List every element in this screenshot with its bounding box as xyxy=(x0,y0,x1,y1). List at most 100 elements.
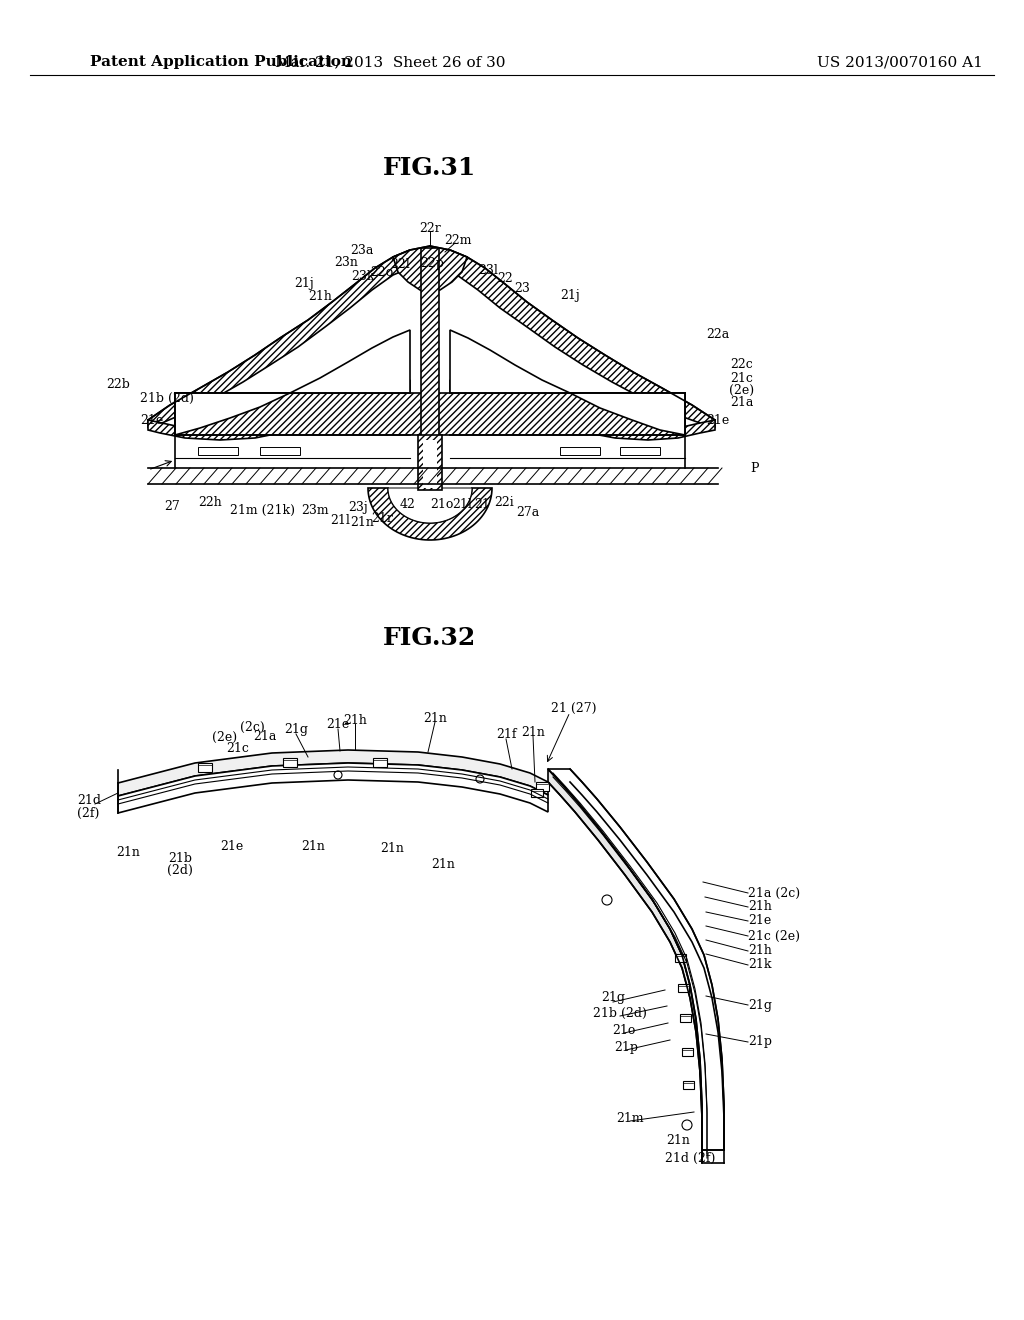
Text: (2f): (2f) xyxy=(77,807,99,820)
Text: 21n: 21n xyxy=(423,711,446,725)
Bar xyxy=(675,954,686,962)
Bar xyxy=(418,436,442,490)
Text: 21a: 21a xyxy=(730,396,754,409)
Text: 23l: 23l xyxy=(478,264,498,276)
Text: US 2013/0070160 A1: US 2013/0070160 A1 xyxy=(817,55,983,69)
Text: 21b (2d): 21b (2d) xyxy=(593,1006,647,1019)
Bar xyxy=(531,789,543,797)
Polygon shape xyxy=(450,330,685,436)
Text: 21h: 21h xyxy=(748,945,772,957)
Polygon shape xyxy=(548,770,702,1163)
Text: 21d: 21d xyxy=(77,793,101,807)
Polygon shape xyxy=(148,249,410,428)
Bar xyxy=(175,393,685,436)
Polygon shape xyxy=(450,380,715,440)
Text: 21e: 21e xyxy=(140,413,163,426)
Text: Mar. 21, 2013  Sheet 26 of 30: Mar. 21, 2013 Sheet 26 of 30 xyxy=(274,55,505,69)
Text: 21p: 21p xyxy=(748,1035,772,1048)
Text: 21: 21 xyxy=(474,499,489,511)
Polygon shape xyxy=(118,750,548,796)
Circle shape xyxy=(682,1119,692,1130)
Text: 22l: 22l xyxy=(390,259,410,272)
Text: 21 (27): 21 (27) xyxy=(551,701,597,714)
Text: 21b (2d): 21b (2d) xyxy=(140,392,194,404)
Text: FIG.32: FIG.32 xyxy=(383,626,476,649)
Text: 21h: 21h xyxy=(748,900,772,913)
Text: (2e): (2e) xyxy=(212,730,238,743)
Text: 21p: 21p xyxy=(614,1040,638,1053)
Bar xyxy=(678,983,689,993)
Text: 21n: 21n xyxy=(350,516,374,528)
Polygon shape xyxy=(388,488,472,523)
Text: (2c): (2c) xyxy=(240,721,264,734)
Text: 22a: 22a xyxy=(707,329,730,342)
Text: 22c: 22c xyxy=(731,359,754,371)
Text: 21n: 21n xyxy=(666,1134,690,1147)
Text: 21j: 21j xyxy=(560,289,580,302)
Text: 21f: 21f xyxy=(496,729,516,742)
Text: 21j: 21j xyxy=(294,276,314,289)
Text: 21n: 21n xyxy=(301,840,325,853)
Bar xyxy=(373,758,387,767)
Text: 21d (2f): 21d (2f) xyxy=(665,1151,715,1164)
Text: Patent Application Publication: Patent Application Publication xyxy=(90,55,352,69)
Text: 23n: 23n xyxy=(334,256,358,269)
Bar xyxy=(198,763,212,772)
Text: 22b: 22b xyxy=(106,379,130,392)
Text: 27a: 27a xyxy=(516,507,540,520)
Text: 22: 22 xyxy=(497,272,513,285)
Polygon shape xyxy=(175,330,410,436)
Circle shape xyxy=(334,771,342,779)
Polygon shape xyxy=(440,249,715,428)
Text: (2e): (2e) xyxy=(729,384,755,396)
Bar xyxy=(536,781,549,791)
Text: 21c: 21c xyxy=(226,742,250,755)
Text: 21k: 21k xyxy=(748,958,771,972)
Text: 21o: 21o xyxy=(612,1023,636,1036)
Text: 21n: 21n xyxy=(431,858,455,870)
Text: 22r: 22r xyxy=(419,222,441,235)
Text: 21l: 21l xyxy=(330,513,350,527)
Polygon shape xyxy=(368,488,492,540)
Text: P: P xyxy=(751,462,759,474)
Text: 21m: 21m xyxy=(616,1111,644,1125)
Text: (2d): (2d) xyxy=(167,863,193,876)
Text: 23j: 23j xyxy=(348,502,368,515)
Text: 21c: 21c xyxy=(730,371,754,384)
Text: 21a: 21a xyxy=(253,730,276,743)
Text: 21n: 21n xyxy=(380,842,403,854)
Bar xyxy=(260,447,300,455)
Text: 21g: 21g xyxy=(601,991,625,1005)
Polygon shape xyxy=(148,380,410,440)
Text: 21n: 21n xyxy=(521,726,545,738)
Text: 23m: 23m xyxy=(301,503,329,516)
Text: 22i: 22i xyxy=(495,496,514,510)
Text: 21h: 21h xyxy=(343,714,367,726)
Text: 21e: 21e xyxy=(220,841,244,854)
Text: 27: 27 xyxy=(164,499,180,512)
Polygon shape xyxy=(421,248,439,500)
Text: 22h: 22h xyxy=(198,496,222,510)
Text: 23: 23 xyxy=(514,281,530,294)
Bar xyxy=(423,440,437,488)
Text: 21l: 21l xyxy=(452,499,472,511)
Text: 42: 42 xyxy=(400,499,416,511)
Polygon shape xyxy=(393,246,467,293)
Text: 21e: 21e xyxy=(707,413,730,426)
Polygon shape xyxy=(118,763,548,813)
Bar xyxy=(620,447,660,455)
Text: 21e: 21e xyxy=(748,915,771,928)
Text: 21n: 21n xyxy=(116,846,140,858)
Text: 23k: 23k xyxy=(351,269,375,282)
Text: 22o: 22o xyxy=(371,265,393,279)
Text: 21m (21k): 21m (21k) xyxy=(230,503,296,516)
Bar xyxy=(683,1081,694,1089)
Text: 23a: 23a xyxy=(350,243,374,256)
Text: 21a (2c): 21a (2c) xyxy=(748,887,800,899)
Text: 21h: 21h xyxy=(308,289,332,302)
Circle shape xyxy=(476,775,484,783)
Text: 21c (2e): 21c (2e) xyxy=(748,929,800,942)
Text: 22m: 22m xyxy=(444,234,472,247)
Text: 21b: 21b xyxy=(168,851,193,865)
Circle shape xyxy=(602,895,612,906)
